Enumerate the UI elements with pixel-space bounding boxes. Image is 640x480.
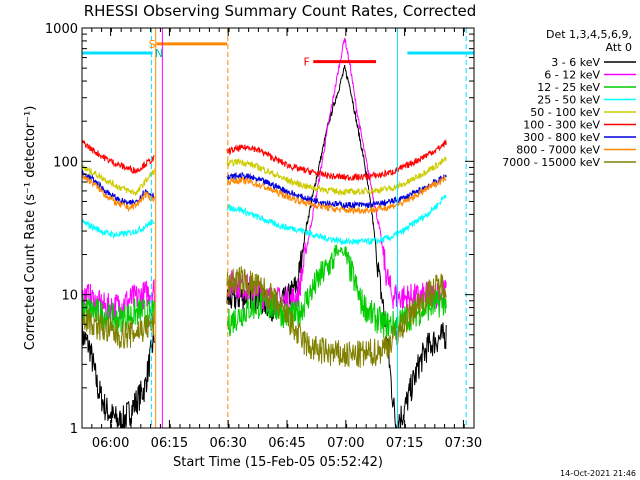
series-line-300-800-kev-2 — [226, 171, 447, 210]
legend-entry-label: 6 - 12 keV — [544, 69, 600, 82]
series-line-7000-15000-kev-2 — [226, 266, 447, 368]
series-line-3-6-kev-1 — [81, 323, 155, 429]
legend-entry-label: 100 - 300 keV — [523, 119, 600, 132]
legend-entry-label: 12 - 25 keV — [537, 81, 600, 94]
legend-entry-label: 300 - 800 keV — [523, 131, 600, 144]
flag-label-f: F — [303, 56, 309, 69]
series-line-50-100-kev-2 — [226, 156, 447, 197]
series-line-7000-15000-kev-1 — [81, 308, 155, 349]
x-tick-label: 06:00 — [92, 436, 129, 451]
y-tick-label: 100 — [53, 155, 78, 170]
footer-timestamp: 14-Oct-2021 21:46 — [560, 469, 636, 478]
x-tick-label: 07:30 — [445, 436, 482, 451]
series-line-800-7000-kev-2 — [226, 175, 447, 215]
series-line-12-25-kev-1 — [81, 294, 155, 334]
x-tick-label: 06:45 — [268, 436, 305, 451]
legend-entry-label: 3 - 6 keV — [551, 56, 600, 69]
flag-label-n: N — [155, 47, 163, 60]
y-axis-label: Corrected Count Rate (s⁻¹ detector⁻¹) — [23, 106, 38, 351]
series-line-25-50-kev-1 — [81, 218, 155, 239]
x-tick-label: 06:15 — [151, 436, 188, 451]
legend-entry-label: 25 - 50 keV — [537, 94, 600, 107]
x-tick-label: 07:15 — [386, 436, 423, 451]
series-line-50-100-kev-1 — [81, 164, 155, 196]
x-tick-label: 07:00 — [327, 436, 364, 451]
flag-markers: SN F — [82, 28, 474, 428]
legend-entry-label: 7000 - 15000 keV — [502, 156, 600, 169]
legend-header-line-1: Det 1,3,4,5,6,9, — [546, 28, 632, 41]
y-tick-label: 10 — [61, 289, 78, 304]
legend-entry-label: 50 - 100 keV — [530, 106, 600, 119]
y-tick-label: 1000 — [45, 22, 78, 37]
y-axis-ticks: 1 10 100 1000 — [45, 22, 474, 437]
chart-title: RHESSI Observing Summary Count Rates, Co… — [84, 2, 477, 20]
series-lines — [81, 37, 447, 429]
series-line-800-7000-kev-1 — [81, 174, 155, 213]
legend-entry-label: 800 - 7000 keV — [516, 144, 600, 157]
x-axis-ticks: 06:00 06:15 06:30 06:45 07:00 07:15 07:30 — [81, 28, 482, 451]
flag-label-s: S — [149, 38, 156, 51]
y-tick-label: 1 — [70, 422, 78, 437]
x-tick-label: 06:30 — [209, 436, 246, 451]
series-line-25-50-kev-2 — [226, 194, 447, 246]
series-line-100-300-kev-1 — [81, 139, 155, 175]
x-axis-label: Start Time (15-Feb-05 05:52:42) — [173, 455, 383, 470]
legend-header-line-2: Att 0 — [606, 41, 632, 54]
series-line-100-300-kev-2 — [226, 139, 447, 182]
